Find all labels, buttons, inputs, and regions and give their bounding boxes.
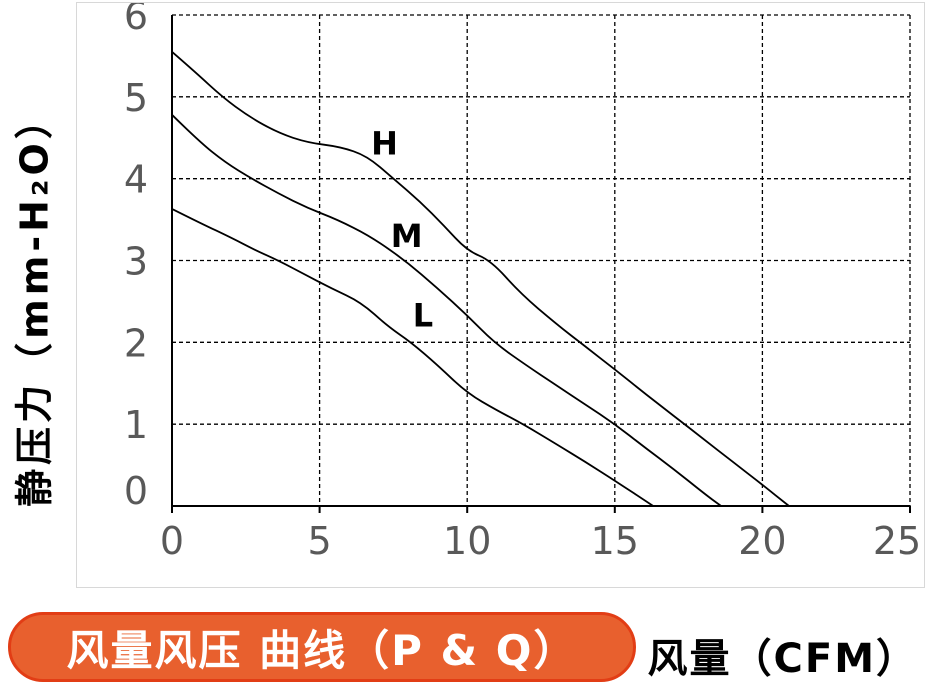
- chart-title-badge: 风量风压 曲线（P & Q）: [8, 612, 636, 682]
- y-tick-label-5: 5: [124, 76, 148, 120]
- series-label-L: L: [413, 296, 433, 334]
- y-tick-label-2: 2: [124, 321, 148, 365]
- series-curve-H: [171, 51, 790, 507]
- y-tick-label-3: 3: [124, 240, 148, 284]
- y-tick-label-6: 6: [124, 3, 148, 38]
- y-axis-title: 静压力（mm-H₂O）: [12, 97, 57, 507]
- chart-title: 风量风压 曲线（P & Q）: [66, 625, 578, 675]
- axes: [171, 15, 910, 507]
- y-tick-label-4: 4: [124, 158, 148, 202]
- x-tick-label-10: 10: [443, 519, 491, 563]
- y-tick-label-0: 0: [124, 469, 148, 513]
- series-label-H: H: [371, 124, 398, 162]
- pq-curve-chart: 0 5 10 15 20 25 0 1 2 3 4 5 6 H M L: [124, 3, 921, 563]
- x-axis-title: 风量（CFM）: [647, 636, 918, 682]
- x-tick-label-20: 20: [738, 519, 786, 563]
- x-tick-label-25: 25: [873, 519, 921, 563]
- series-curve-M: [171, 114, 722, 507]
- y-tick-label-1: 1: [124, 403, 148, 447]
- chart-panel: 0 5 10 15 20 25 0 1 2 3 4 5 6 H M L: [76, 2, 925, 588]
- x-tick-label-0: 0: [160, 519, 184, 563]
- x-tick-label-15: 15: [591, 519, 639, 563]
- series-label-M: M: [391, 217, 423, 255]
- x-tick-label-5: 5: [308, 519, 332, 563]
- series-curve-L: [171, 208, 654, 507]
